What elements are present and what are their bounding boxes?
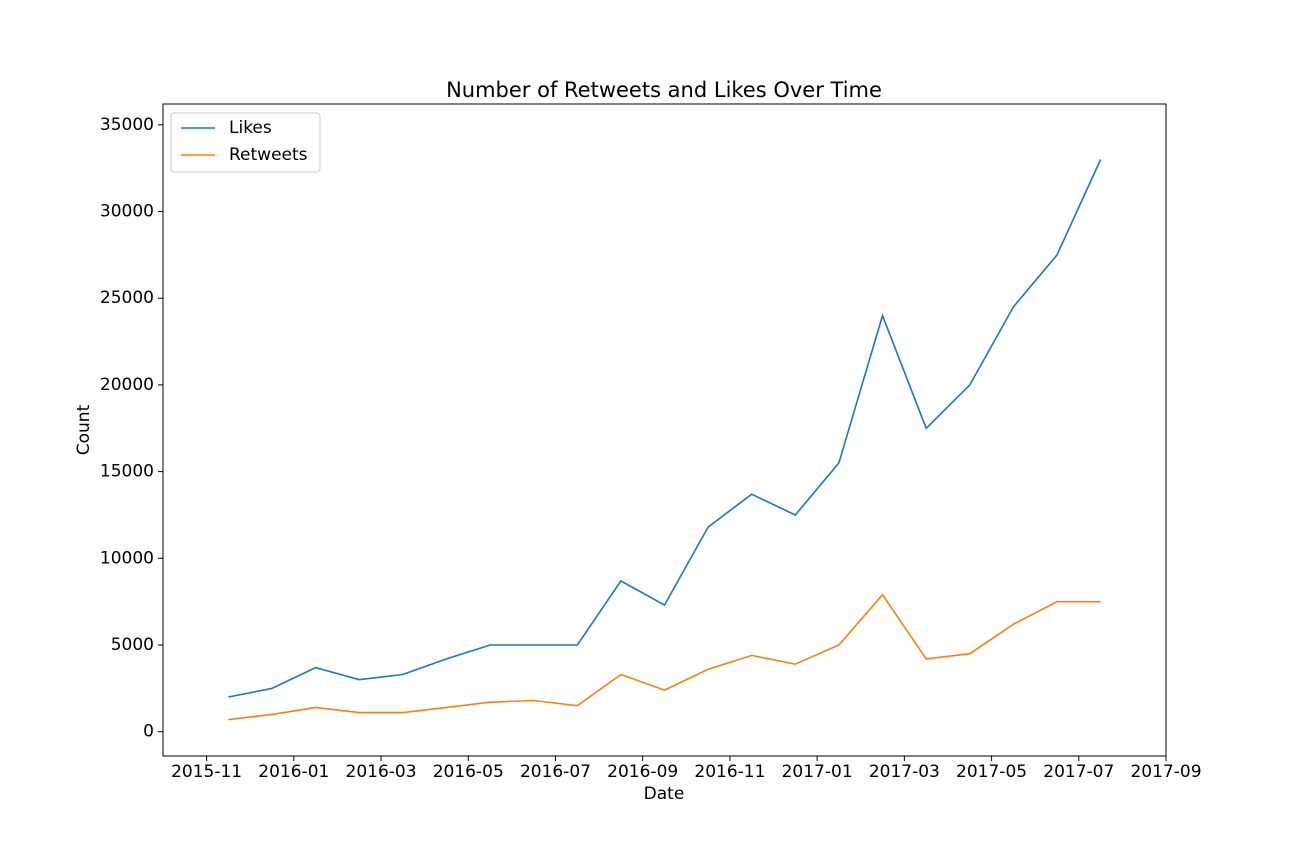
legend-label: Likes [229,118,272,138]
x-tick-label: 2017-03 [869,762,940,782]
x-tick-label: 2017-01 [782,762,853,782]
x-tick-label: 2016-07 [520,762,591,782]
x-tick-label: 2017-09 [1130,762,1201,782]
line [228,159,1102,698]
x-axis-label: Date [644,784,685,804]
x-tick-label: 2017-07 [1043,762,1114,782]
chart-title: Number of Retweets and Likes Over Time [446,78,882,102]
y-tick-label: 10000 [100,548,154,568]
x-tick-label: 2016-05 [433,762,504,782]
y-tick-label: 30000 [100,202,154,222]
y-tick-label: 0 [143,722,154,742]
y-tick-label: 15000 [100,462,154,482]
y-tick-label: 25000 [100,288,154,308]
y-axis-label: Count [74,404,94,455]
x-tick-label: 2015-11 [171,762,242,782]
x-tick-label: 2017-05 [956,762,1027,782]
legend-label: Retweets [229,145,308,165]
x-tick-label: 2016-11 [694,762,765,782]
line [228,593,1101,721]
x-tick-label: 2016-01 [258,762,329,782]
x-tick-label: 2016-09 [607,762,678,782]
plot-frame [162,103,1167,757]
x-tick-label: 2016-03 [346,762,417,782]
y-tick-label: 5000 [111,635,154,655]
y-tick-label: 35000 [100,115,154,135]
y-tick-label: 20000 [100,375,154,395]
